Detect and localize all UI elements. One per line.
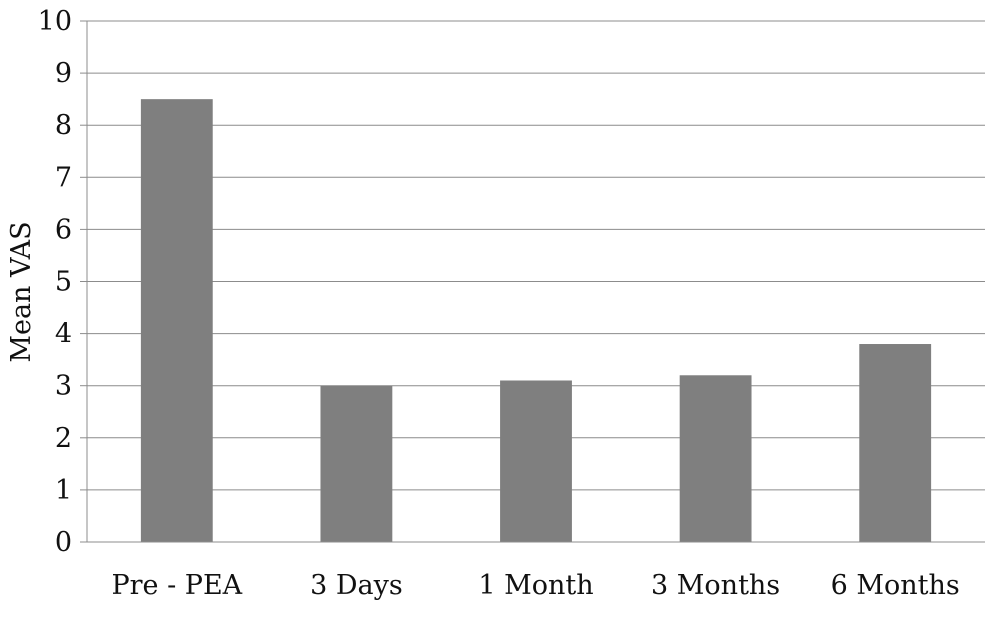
axes bbox=[80, 20, 985, 543]
y-tick-label: 0 bbox=[55, 527, 72, 558]
y-tick-label: 3 bbox=[55, 371, 72, 402]
bar-3-months bbox=[679, 375, 752, 542]
y-tick-label: 7 bbox=[55, 162, 72, 193]
y-axis-title: Mean VAS bbox=[6, 221, 37, 362]
y-tick-label: 5 bbox=[55, 267, 72, 298]
x-category-label: 1 Month bbox=[478, 570, 593, 601]
y-tick-label: 1 bbox=[55, 475, 72, 506]
x-category-label: 6 Months bbox=[831, 570, 960, 601]
y-tick-label: 9 bbox=[55, 58, 72, 89]
x-category-label: 3 Days bbox=[310, 570, 403, 601]
y-tick-label: 8 bbox=[55, 110, 72, 141]
bar-6-months bbox=[859, 344, 932, 542]
y-tick-label: 10 bbox=[38, 6, 72, 37]
bar-3-days bbox=[320, 385, 393, 542]
y-tick-label: 6 bbox=[55, 214, 72, 245]
bars bbox=[140, 99, 932, 543]
x-category-label: Pre - PEA bbox=[111, 570, 242, 601]
y-tick-label: 4 bbox=[55, 319, 72, 350]
bar-1-month bbox=[500, 380, 572, 542]
gridlines bbox=[87, 20, 985, 543]
x-category-labels: Pre - PEA 3 Days 1 Month 3 Months 6 Months bbox=[111, 570, 959, 601]
x-category-label: 3 Months bbox=[651, 570, 780, 601]
y-tick-labels: 0 1 2 3 4 5 6 7 8 9 10 bbox=[38, 6, 72, 558]
y-tick-label: 2 bbox=[55, 423, 72, 454]
bar-pre-pea bbox=[140, 99, 213, 543]
